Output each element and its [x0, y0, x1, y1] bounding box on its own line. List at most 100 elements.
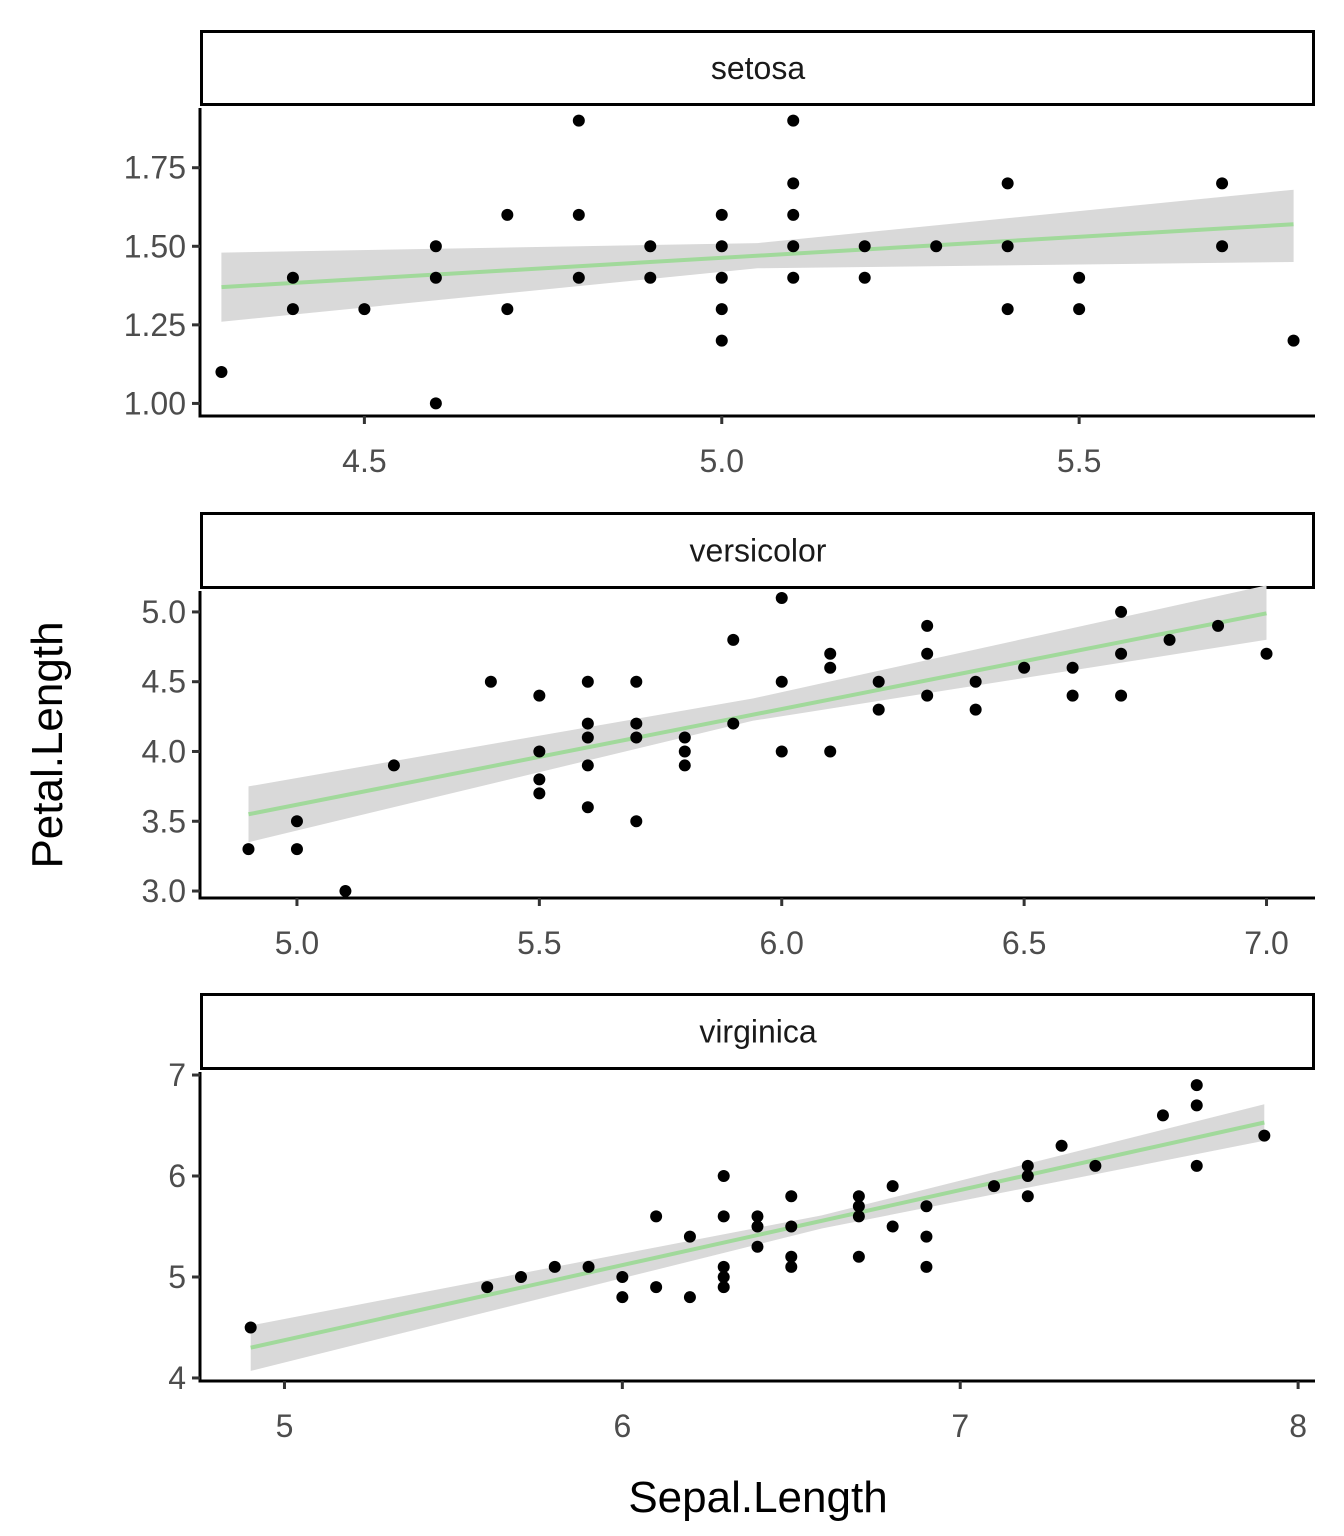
- data-point: [921, 647, 934, 660]
- data-point: [727, 633, 740, 646]
- y-tick-label: 6: [168, 1158, 186, 1194]
- y-tick-label: 1.50: [124, 228, 186, 264]
- data-point: [1258, 1129, 1271, 1142]
- data-point: [717, 1260, 730, 1273]
- x-axis-title: Sepal.Length: [628, 1473, 887, 1522]
- x-tick-label: 6: [613, 1408, 631, 1444]
- data-point: [484, 675, 497, 688]
- x-tick-label: 5.5: [1057, 443, 1101, 479]
- x-tick-label: 8: [1289, 1408, 1307, 1444]
- data-point: [1163, 633, 1176, 646]
- data-point: [785, 1220, 798, 1233]
- x-tick-label: 7: [951, 1408, 969, 1444]
- data-point: [644, 271, 657, 284]
- data-point: [1260, 647, 1273, 660]
- y-tick-label: 1.00: [124, 385, 186, 421]
- data-point: [1021, 1159, 1034, 1172]
- data-point: [533, 773, 546, 786]
- y-tick-label: 5.0: [142, 594, 186, 630]
- data-point: [715, 334, 728, 347]
- data-point: [824, 745, 837, 758]
- data-point: [1021, 1190, 1034, 1203]
- data-point: [858, 271, 871, 284]
- data-point: [787, 177, 800, 190]
- facet-strip-label: versicolor: [690, 533, 827, 569]
- data-point: [1212, 619, 1225, 632]
- data-point: [1115, 689, 1128, 702]
- data-point: [290, 843, 303, 856]
- data-point: [920, 1260, 933, 1273]
- data-point: [785, 1250, 798, 1263]
- facet-strip: [200, 993, 1315, 1070]
- data-point: [886, 1180, 899, 1193]
- data-point: [429, 271, 442, 284]
- data-point: [785, 1260, 798, 1273]
- data-point: [921, 689, 934, 702]
- data-point: [358, 303, 371, 316]
- data-point: [751, 1210, 764, 1223]
- data-point: [775, 675, 788, 688]
- data-point: [751, 1240, 764, 1253]
- data-point: [858, 240, 871, 253]
- data-point: [727, 717, 740, 730]
- data-point: [644, 240, 657, 253]
- y-axis-title: Petal.Length: [23, 621, 72, 868]
- panel-virginica: virginica 4 5 6 7 5 6 7 8: [168, 993, 1315, 1444]
- y-tick-label: 7: [168, 1057, 186, 1093]
- data-point: [1066, 661, 1079, 674]
- data-point: [824, 647, 837, 660]
- data-point: [616, 1291, 629, 1304]
- data-point: [678, 759, 691, 772]
- data-point: [1021, 1170, 1034, 1183]
- x-tick-label: 5: [276, 1408, 294, 1444]
- data-point: [715, 303, 728, 316]
- data-point: [533, 787, 546, 800]
- data-point: [581, 731, 594, 744]
- data-point: [1073, 271, 1086, 284]
- y-tick-label: 1.75: [124, 150, 186, 186]
- x-tick-label: 7.0: [1244, 925, 1288, 961]
- data-point: [988, 1180, 1001, 1193]
- data-point: [533, 745, 546, 758]
- panel-versicolor: versicolor 3.0 3.5 4.0 4.5 5.0 5.0 5.5 6.0 6.5 7.0: [142, 512, 1315, 961]
- regression-line: [248, 611, 1267, 817]
- data-point: [969, 703, 982, 716]
- data-point: [1115, 605, 1128, 618]
- data-point: [286, 303, 299, 316]
- data-point: [616, 1270, 629, 1283]
- data-point: [852, 1210, 865, 1223]
- x-tick-label: 6.0: [759, 925, 803, 961]
- data-point: [787, 240, 800, 253]
- data-point: [678, 731, 691, 744]
- data-point: [481, 1281, 494, 1294]
- data-point: [242, 843, 255, 856]
- data-point: [1190, 1079, 1203, 1092]
- y-tick-label: 5: [168, 1259, 186, 1295]
- x-tick-label: 4.5: [342, 443, 386, 479]
- data-point: [1156, 1109, 1169, 1122]
- data-point: [886, 1220, 899, 1233]
- data-point: [290, 815, 303, 828]
- data-point: [715, 208, 728, 221]
- facet-strip-label: setosa: [711, 50, 805, 86]
- data-point: [872, 703, 885, 716]
- y-tick-label: 3.0: [142, 873, 186, 909]
- data-point: [787, 271, 800, 284]
- data-point: [1001, 303, 1014, 316]
- data-point: [1190, 1159, 1203, 1172]
- data-point: [581, 801, 594, 814]
- panel-setosa: setosa 1.00 1.25 1.50 1.75 4.5 5.0 5.5: [124, 30, 1315, 479]
- data-point: [785, 1190, 798, 1203]
- data-point: [501, 303, 514, 316]
- regression-line: [250, 1120, 1265, 1350]
- data-point: [1073, 303, 1086, 316]
- facet-strip: [200, 30, 1315, 106]
- data-point: [572, 114, 585, 127]
- data-point: [630, 815, 643, 828]
- data-point: [582, 1260, 595, 1273]
- data-point: [1089, 1159, 1102, 1172]
- y-tick-label: 1.25: [124, 307, 186, 343]
- data-point: [215, 366, 228, 378]
- data-point: [824, 661, 837, 674]
- data-point: [533, 689, 546, 702]
